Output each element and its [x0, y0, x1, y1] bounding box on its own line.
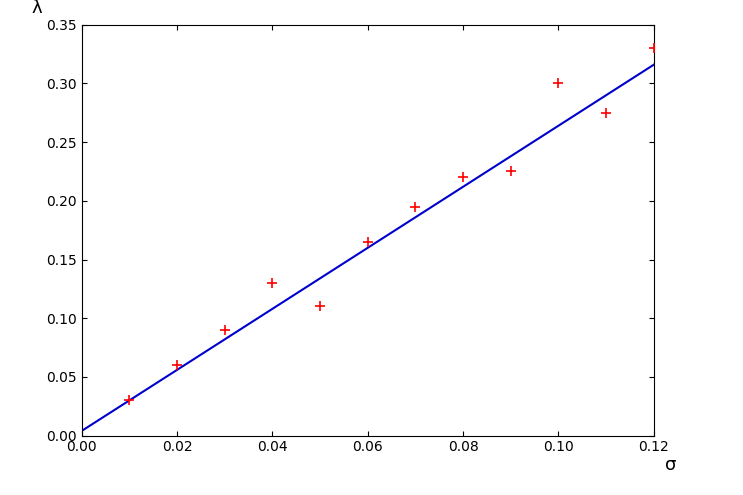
Point [362, 238, 374, 246]
Point [409, 203, 421, 211]
Point [648, 44, 660, 52]
Point [553, 80, 565, 88]
Point [457, 173, 469, 181]
Point [171, 361, 183, 369]
Text: σ: σ [665, 456, 677, 474]
Point [267, 279, 279, 287]
Point [314, 302, 326, 310]
Text: λ: λ [31, 0, 42, 16]
Point [600, 109, 612, 117]
Point [123, 396, 135, 404]
Point [218, 326, 230, 334]
Point [505, 167, 517, 175]
